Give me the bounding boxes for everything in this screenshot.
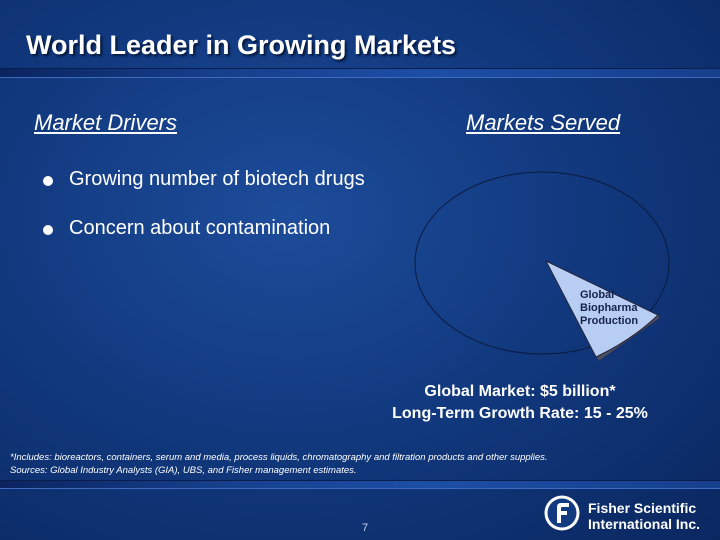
page-number: 7 (362, 522, 369, 534)
bullet-icon (43, 225, 53, 235)
footer-divider (0, 480, 720, 489)
markets-served-pie (414, 171, 670, 362)
slide-title: World Leader in Growing Markets (26, 30, 457, 60)
total-market-outline (414, 171, 670, 355)
market-drivers-heading: Market Drivers (34, 110, 178, 135)
bullet-text: Concern about contamination (69, 217, 331, 239)
list-item: Growing number of biotech drugs (40, 168, 365, 192)
list-item: Concern about contamination (40, 217, 365, 241)
market-drivers-list: Growing number of biotech drugs Concern … (40, 168, 365, 266)
markets-served-heading: Markets Served (466, 110, 621, 135)
footnote-sources: Sources: Global Industry Analysts (GIA),… (10, 465, 357, 476)
logo-text-line1: Fisher Scientific (588, 500, 697, 516)
footnote-includes: *Includes: bioreactors, containers, seru… (10, 452, 548, 463)
fisher-logo-icon (544, 495, 580, 531)
global-market-size: Global Market: $5 billion* (424, 383, 616, 400)
logo-text-line2: International Inc. (588, 516, 701, 532)
growth-rate: Long-Term Growth Rate: 15 - 25% (392, 405, 648, 422)
bullet-icon (43, 176, 53, 186)
biopharma-slice (544, 259, 659, 358)
biopharma-slice-label: Global Biopharma Production (580, 289, 639, 327)
title-divider (0, 68, 720, 78)
bullet-text: Growing number of biotech drugs (69, 168, 365, 190)
